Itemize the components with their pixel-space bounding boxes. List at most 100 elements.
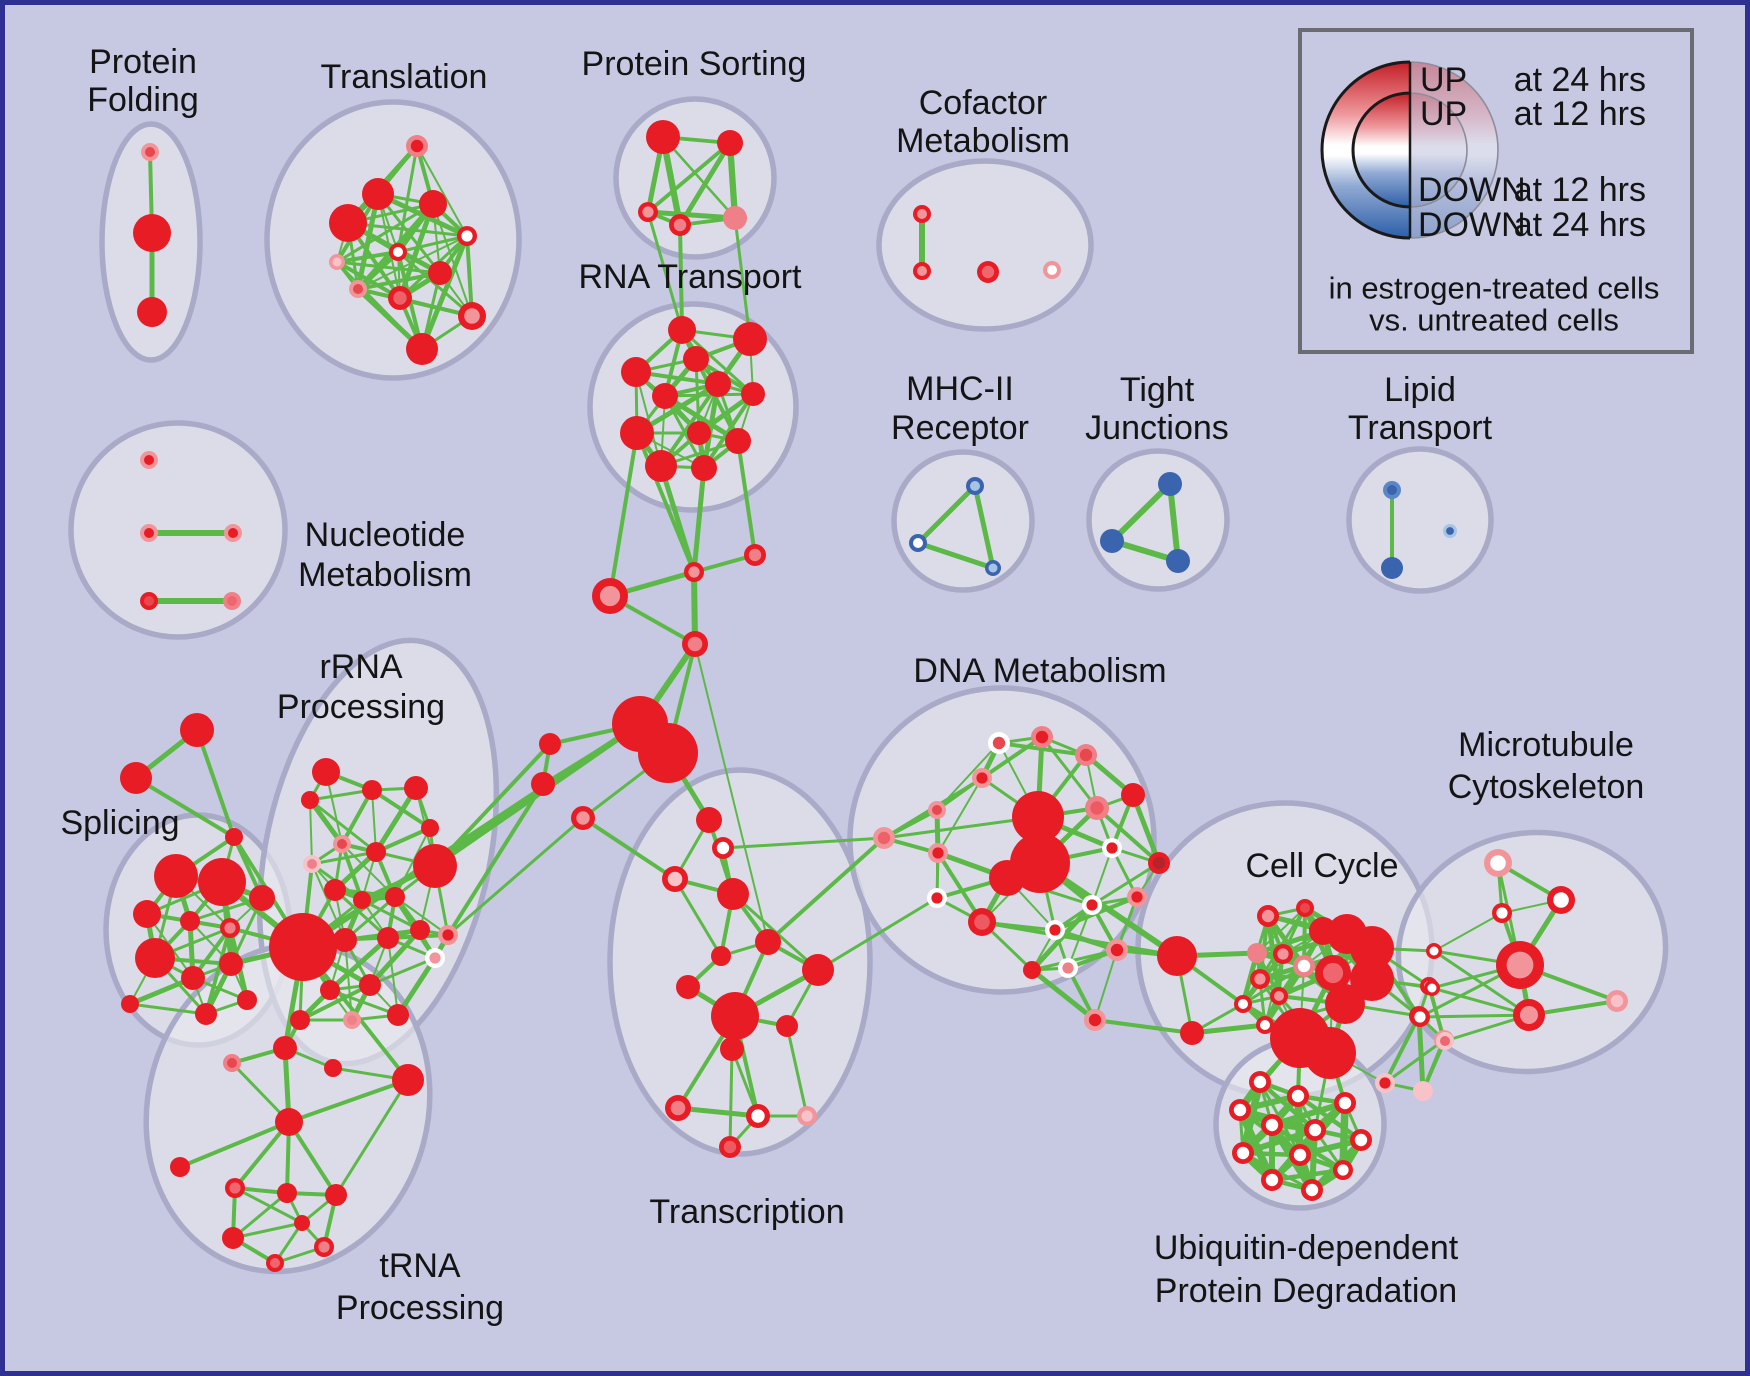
node-rrna-12 [385,887,405,907]
node-nucleotide_metabolism-2 [224,524,242,542]
node-splicing-8 [249,885,275,911]
node-cofactor_metabolism-3 [1043,261,1061,279]
edge [394,896,449,936]
node-cellcycle-16 [1256,1016,1274,1034]
node-dna_metabolism-5 [1121,783,1145,807]
node-microtubule-1 [1547,886,1575,914]
node-translation-4 [457,226,477,246]
edge [1094,949,1118,1021]
node-rrna-3 [404,776,428,800]
node-microtubule-8 [1410,1007,1430,1027]
edge [1067,904,1093,969]
edge [1256,907,1306,954]
cluster-label-rrna: rRNA [319,648,402,686]
node-rna_transport-0 [668,316,696,344]
edge [368,928,422,987]
edge [673,878,723,957]
cluster-ellipse-tight_junctions [1086,448,1230,592]
cluster-label-protein_folding: Folding [87,81,199,119]
edge [311,850,377,866]
cluster-label-cofactor_metabolism: Cofactor [919,84,1048,122]
node-transcription-13 [797,1106,817,1126]
edge [1030,968,1097,1022]
node-translation-0 [406,135,428,157]
node-microtubule-5 [1424,980,1440,996]
node-dna_metabolism-15 [1082,895,1102,915]
cluster-ellipse-lipid_transport [1346,446,1494,594]
legend-caption-line-1: vs. untreated cells [1369,303,1619,338]
node-ubiquitin-9 [1333,1160,1353,1180]
edge [1167,483,1181,562]
node-transcription-4 [711,946,731,966]
node-ubiquitin-7 [1232,1142,1254,1164]
edge [432,203,473,317]
node-dna_metabolism-11 [1102,838,1122,858]
node-dna_metabolism-10 [989,860,1025,896]
node-translation-2 [419,190,447,218]
node-lipid_transport-1 [1381,557,1403,579]
edge [1383,1015,1421,1084]
node-transcription-12 [746,1104,770,1128]
node-translation-6 [428,261,452,285]
cluster-ellipse-protein_sorting [613,96,777,260]
node-dna_metabolism-20 [1148,852,1170,874]
node-mhc2_receptor-0 [966,477,984,495]
node-cellcycle-15 [1325,984,1365,1024]
node-trna-2 [275,1108,303,1136]
edge [817,896,938,972]
node-connectors-9 [873,827,895,849]
node-cellcycle-11 [1350,957,1394,1001]
node-rna_transport-3 [683,346,709,372]
edge [581,816,677,881]
node-dna_metabolism-4 [928,801,946,819]
edge [646,211,684,331]
edge [1109,481,1173,544]
edge [373,786,419,854]
node-rna_transport-10 [645,450,677,482]
node-splicing-11 [237,990,257,1010]
edge [646,141,732,214]
edge [195,729,236,838]
edge [309,798,377,854]
node-connectors-2 [592,578,628,614]
node-rrna-9 [324,879,346,901]
node-rna_transport-8 [687,421,711,445]
node-cofactor_metabolism-2 [977,261,999,283]
node-rrna-21 [343,1011,361,1029]
cluster-label-lipid_transport: Transport [1348,409,1493,447]
cluster-label-tight_junctions: Tight [1120,371,1195,409]
edge [309,799,313,865]
edge [766,836,886,944]
cluster-ellipse-cofactor_metabolism [876,158,1094,332]
edge [733,217,752,340]
edge [328,936,390,992]
edge [395,956,438,1017]
nodes-layer [120,120,1628,1272]
node-transcription-1 [712,837,734,859]
node-microtubule-0 [1484,849,1512,877]
node-splicing-10 [195,1003,217,1025]
node-protein_sorting-0 [646,120,680,154]
edge [129,1002,207,1016]
edge [680,328,755,396]
node-rrna-1 [301,791,319,809]
node-cofactor_metabolism-1 [913,262,931,280]
edge [357,235,468,290]
cluster-label-cofactor_metabolism: Metabolism [896,122,1070,160]
node-cellcycle-7 [1247,943,1267,963]
cluster-label-rna_transport: RNA Transport [579,258,803,296]
node-rrna-5 [303,855,321,873]
edge [1191,1022,1266,1036]
edge [691,467,707,573]
edge [972,485,996,569]
node-dna_metabolism-16 [1127,887,1147,907]
cluster-label-cellcycle: Cell Cycle [1245,847,1398,885]
node-microtubule-3 [1426,943,1442,959]
node-cellcycle-12 [1250,969,1270,989]
node-dna_metabolism-21 [1084,1009,1106,1031]
node-rrna-13 [333,928,357,952]
node-rrna-4 [333,835,351,853]
node-microtubule-2 [1492,903,1512,923]
cluster-label-translation: Translation [321,58,488,96]
legend-direction-2: DOWN [1418,171,1526,209]
